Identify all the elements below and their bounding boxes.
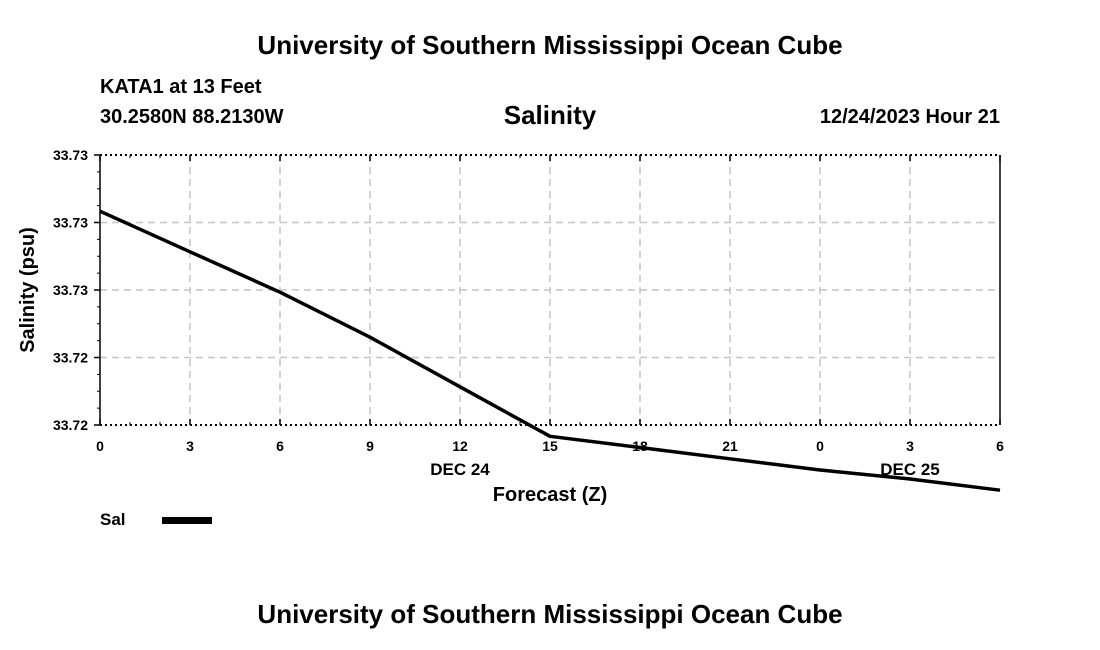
- x-tick-label: 12: [452, 438, 468, 454]
- y-tick-label: 33.72: [53, 417, 88, 433]
- legend-swatch: [162, 517, 212, 524]
- y-tick-label: 33.72: [53, 350, 88, 366]
- x-axis-label: Forecast (Z): [493, 484, 607, 506]
- x-date-label: DEC 25: [880, 460, 940, 479]
- datetime-label: 12/24/2023 Hour 21: [819, 106, 1000, 128]
- x-tick-label: 9: [366, 438, 374, 454]
- legend-label: Sal: [100, 510, 126, 529]
- series-line-sal: [99, 209, 1001, 492]
- y-axis-label: Salinity (psu): [17, 227, 39, 353]
- x-tick-label: 3: [906, 438, 914, 454]
- footer-title: University of Southern Mississippi Ocean…: [257, 599, 843, 629]
- y-tick-label: 33.73: [53, 147, 88, 163]
- x-date-label: DEC 24: [430, 460, 490, 479]
- coordinates-label: 30.2580N 88.2130W: [100, 106, 284, 128]
- x-tick-label: 15: [542, 438, 558, 454]
- x-tick-label: 0: [816, 438, 824, 454]
- y-tick-label: 33.73: [53, 215, 88, 231]
- chart-main-title: University of Southern Mississippi Ocean…: [257, 30, 843, 60]
- station-label: KATA1 at 13 Feet: [100, 76, 262, 98]
- x-tick-label: 0: [96, 438, 104, 454]
- x-tick-label: 3: [186, 438, 194, 454]
- y-tick-label: 33.73: [53, 282, 88, 298]
- x-tick-label: 6: [276, 438, 284, 454]
- variable-title: Salinity: [503, 100, 597, 130]
- x-tick-label: 6: [996, 438, 1004, 454]
- x-tick-label: 21: [722, 438, 738, 454]
